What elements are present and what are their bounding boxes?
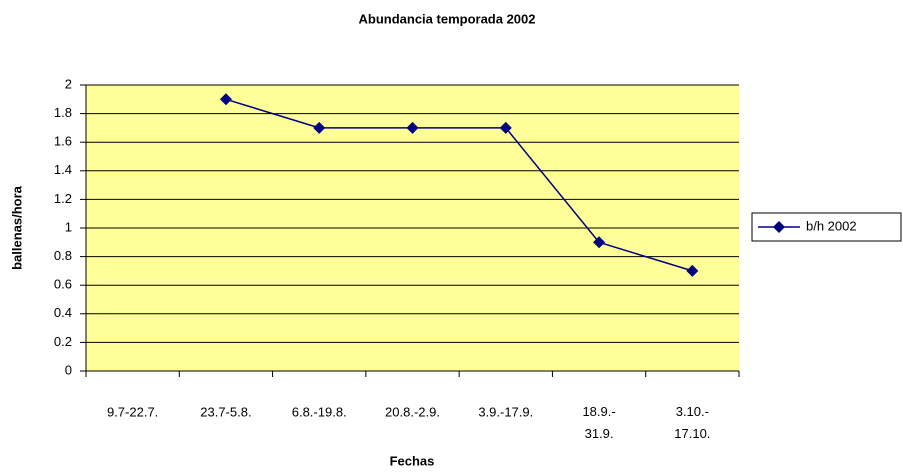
x-tick-label: 6.8.-19.8. bbox=[292, 404, 347, 419]
y-axis-label-clip: ballenas/hora bbox=[9, 185, 24, 270]
marker bbox=[593, 236, 606, 249]
legend-label: b/h 2002 bbox=[806, 218, 857, 233]
x-tick-label: 3.9.-17.9. bbox=[478, 404, 533, 419]
y-tick-label: 0.6 bbox=[54, 277, 72, 292]
x-tick-label-line: 17.10. bbox=[674, 426, 710, 441]
y-tick-label: 0.2 bbox=[54, 334, 72, 349]
x-tick-label-line: 3.10.- bbox=[676, 404, 709, 419]
marker bbox=[219, 93, 232, 106]
x-tick-label: 9.7-22.7. bbox=[107, 404, 158, 419]
y-tick-label: 0.4 bbox=[54, 305, 72, 320]
y-tick-label: 1.4 bbox=[54, 162, 72, 177]
y-axis-label: ballenas/hora bbox=[9, 185, 24, 270]
y-tick-label: 2 bbox=[65, 76, 72, 91]
marker bbox=[686, 264, 699, 277]
x-axis-label: Fechas bbox=[390, 453, 435, 468]
marker bbox=[406, 121, 419, 134]
y-tick-label: 1.6 bbox=[54, 134, 72, 149]
y-tick-label: 0.8 bbox=[54, 248, 72, 263]
x-tick-label: 3.10.- 17.10. bbox=[674, 404, 710, 441]
legend-marker bbox=[773, 221, 785, 233]
marker bbox=[499, 121, 512, 134]
y-tick-label: 1 bbox=[65, 219, 72, 234]
x-tick-label-line: 18.9.- bbox=[582, 404, 615, 419]
chart-title: Abundancia temporada 2002 bbox=[359, 11, 536, 26]
x-tick-label: 18.9.- 31.9. bbox=[582, 404, 615, 441]
x-tick-label: 23.7-5.8. bbox=[200, 404, 251, 419]
y-tick-label: 1.2 bbox=[54, 191, 72, 206]
series-line bbox=[225, 98, 693, 272]
marker bbox=[313, 121, 326, 134]
y-tick-label: 0 bbox=[65, 362, 72, 377]
y-tick-label: 1.8 bbox=[54, 105, 72, 120]
x-tick-label-line: 31.9. bbox=[585, 426, 614, 441]
x-tick-label: 20.8.-2.9. bbox=[385, 404, 440, 419]
